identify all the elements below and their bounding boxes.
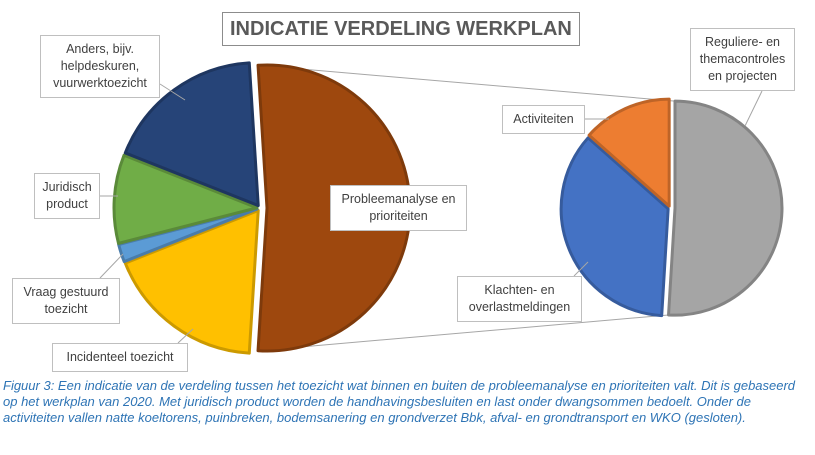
leader-line-anders xyxy=(159,83,186,101)
data-label-vraag-gestuurd-toezicht: Vraag gestuurd toezicht xyxy=(12,278,120,324)
data-label-juridisch-product: Juridisch product xyxy=(34,173,100,219)
connector-line-top xyxy=(257,64,676,102)
main-pie-slice-incidenteel-toezicht xyxy=(123,208,260,355)
data-label-klachten: Klachten- en overlastmeldingen xyxy=(457,276,582,322)
secondary-pie-slice-reguliere-en-themacontroles-en-projecten xyxy=(667,99,784,317)
leader-line-vraag-gestuurd xyxy=(99,253,124,279)
leader-line-klachten xyxy=(573,261,589,277)
leader-lines xyxy=(99,83,763,344)
main-pie-slice-anders-bijv-helpdeskuren-vuurwerktoezicht xyxy=(123,61,260,208)
data-label-activiteiten: Activiteiten xyxy=(502,105,585,134)
leader-line-incidenteel xyxy=(177,328,194,344)
secondary-pie xyxy=(559,97,784,318)
leader-line-reguliere xyxy=(744,90,763,127)
data-label-anders: Anders, bijv. helpdeskuren, vuurwerktoez… xyxy=(40,35,160,98)
chart-title: INDICATIE VERDELING WERKPLAN xyxy=(222,12,580,46)
main-pie-slice-juridisch-product xyxy=(112,153,259,245)
figure-caption: Figuur 3: Een indicatie van de verdeling… xyxy=(3,378,796,425)
connector-lines xyxy=(257,64,676,352)
data-label-reguliere-controles: Reguliere- en themacontroles en projecte… xyxy=(690,28,795,91)
secondary-pie-slice-klachten-en-overlastmeldingen xyxy=(559,136,670,318)
data-label-incidenteel-toezicht: Incidenteel toezicht xyxy=(52,343,188,372)
connector-line-bottom xyxy=(257,314,669,352)
data-label-probleemanalyse: Probleemanalyse en prioriteiten xyxy=(330,185,467,231)
secondary-pie-slice-activiteiten xyxy=(587,97,671,208)
